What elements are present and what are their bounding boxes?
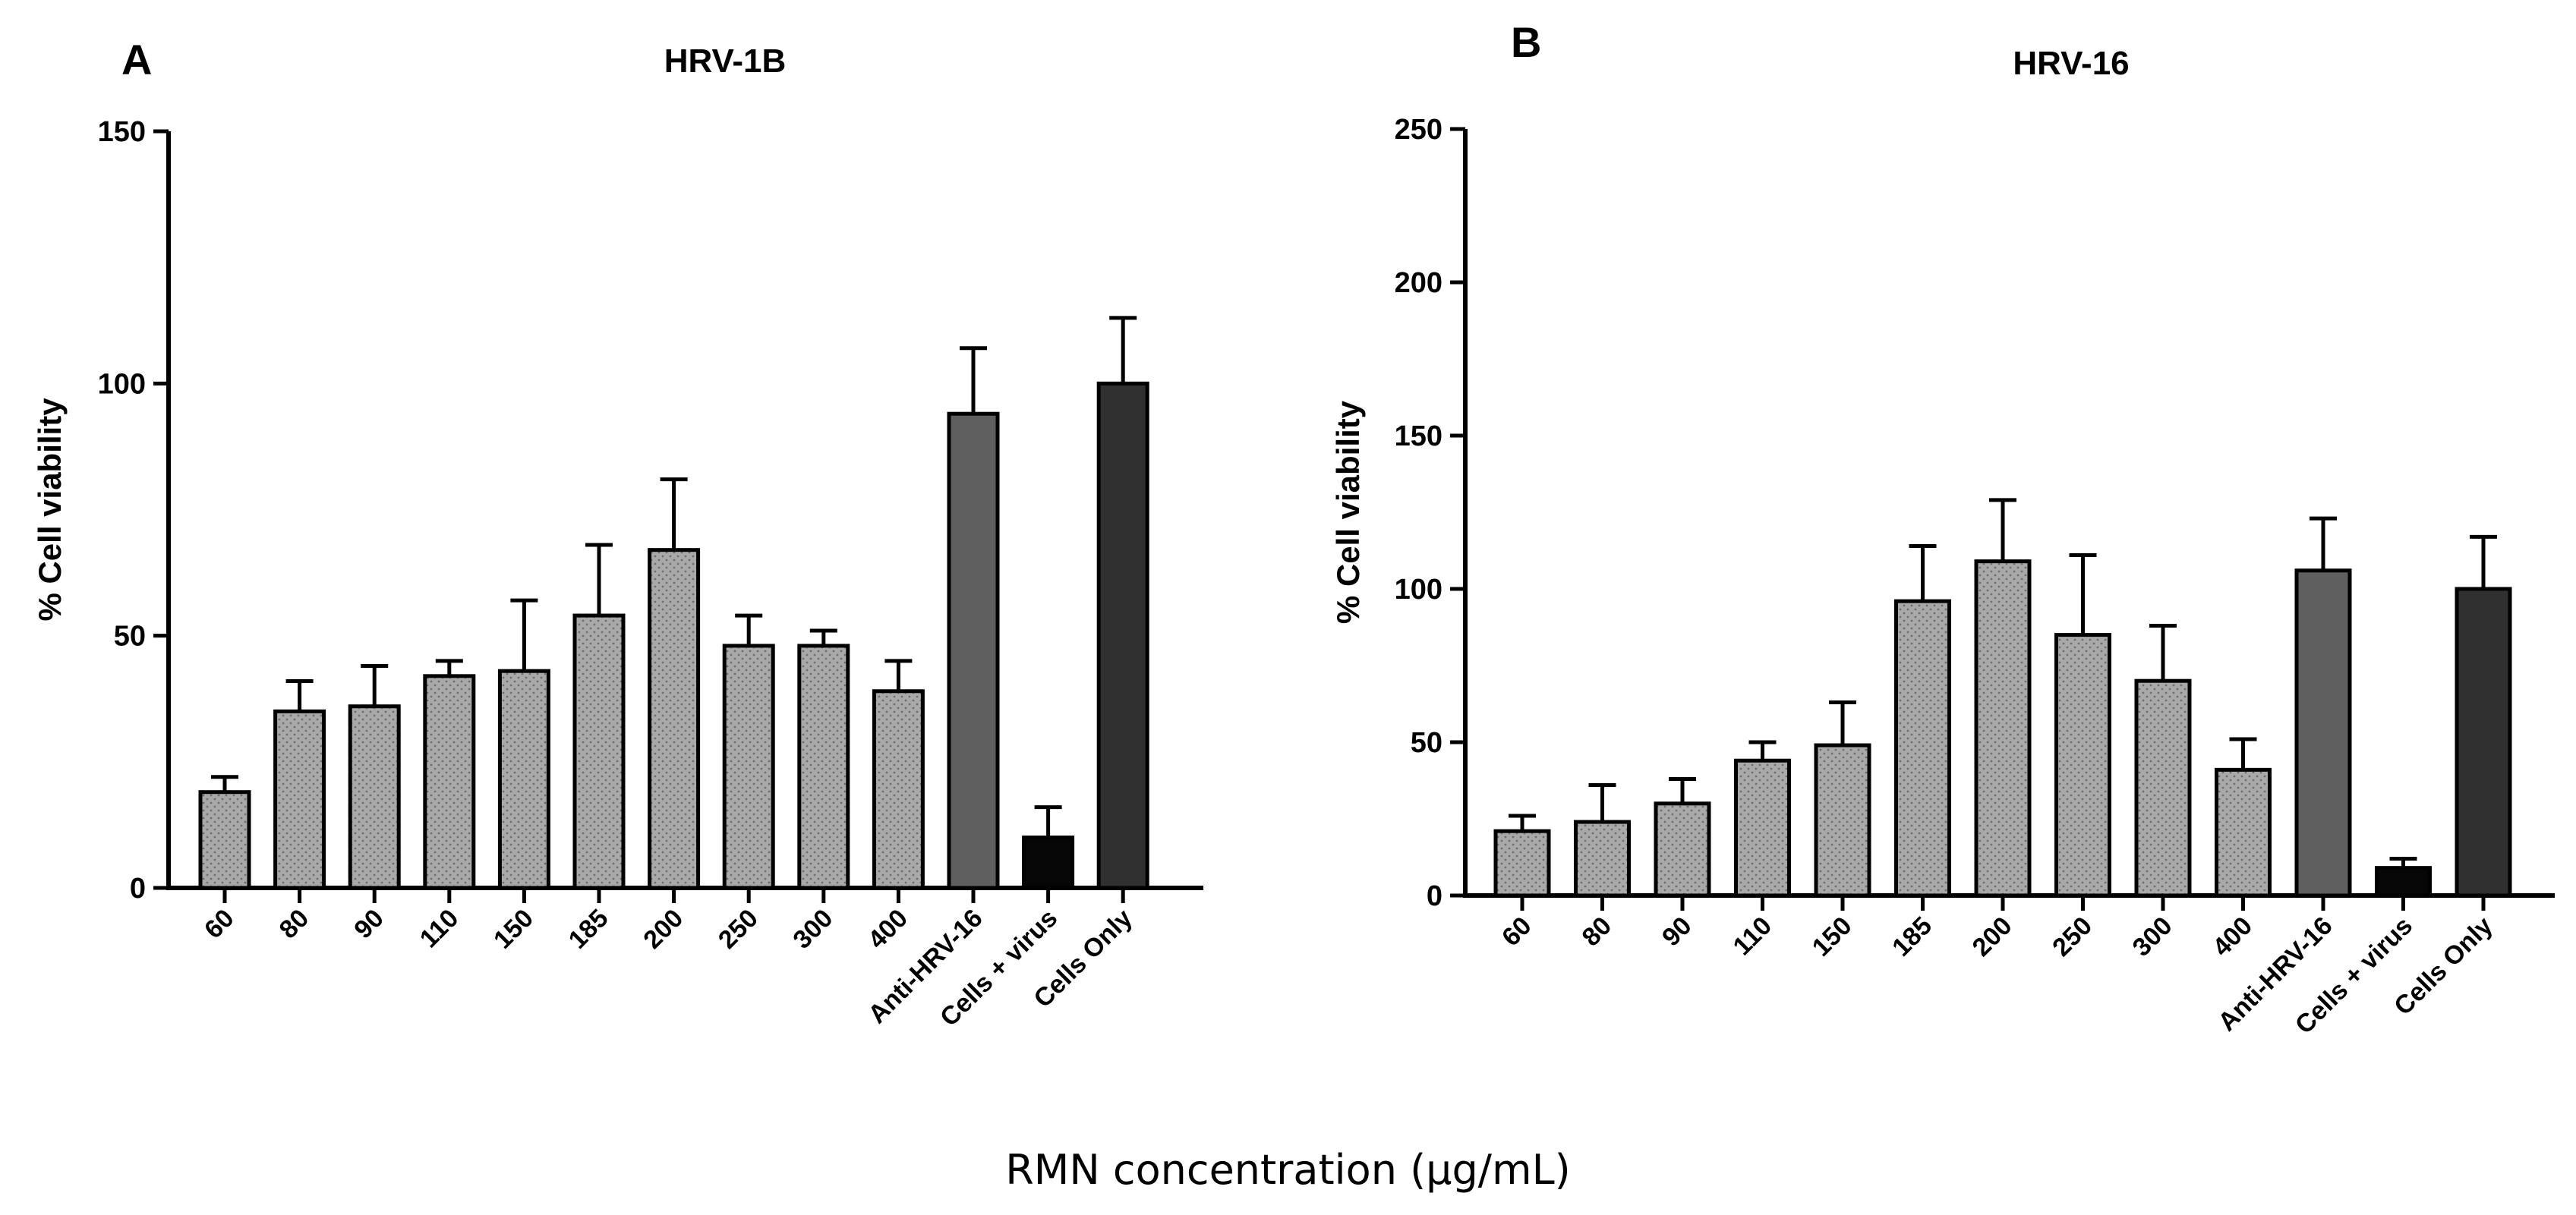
shared-x-axis-label: RMN concentration (µg/mL) <box>1005 1146 1571 1194</box>
x-tick-label: 80 <box>1577 911 1618 952</box>
y-tick-label: 100 <box>1395 574 1442 606</box>
bar <box>648 548 701 890</box>
x-tick-label: 90 <box>348 904 389 945</box>
y-tick-label: 50 <box>1411 727 1442 759</box>
x-tick-label: 90 <box>1657 911 1698 952</box>
chart-panel-b: B HRV-16 % Cell viability 0 50 100 150 200 250 60… <box>1330 18 2555 1040</box>
x-tick-label: 200 <box>638 904 689 955</box>
bar <box>497 669 550 890</box>
y-tick-label: 150 <box>1395 420 1442 452</box>
bar <box>2215 767 2272 898</box>
x-tick-label: 80 <box>274 904 315 945</box>
x-tick-label: 150 <box>1807 911 1858 962</box>
x-tick-label: 400 <box>862 904 913 955</box>
x-tick-label: 200 <box>1967 911 2018 962</box>
bar <box>1894 599 1951 898</box>
panel-label: B <box>1511 18 1541 66</box>
bar <box>797 644 850 890</box>
y-tick-label: 100 <box>98 368 146 400</box>
bar <box>2294 568 2352 898</box>
bar <box>2375 866 2432 898</box>
x-tick-label: 60 <box>1496 911 1537 952</box>
bar <box>1814 743 1871 898</box>
x-tick-label: 400 <box>2207 911 2258 962</box>
x-tick-label: 185 <box>563 904 614 955</box>
bar <box>1574 820 1631 898</box>
bar <box>722 644 775 890</box>
y-axis-label: % Cell viability <box>1330 400 1366 624</box>
bar <box>947 411 1000 890</box>
x-tick-label: 300 <box>787 904 838 955</box>
y-tick-label: 0 <box>130 873 146 905</box>
bar <box>2455 587 2512 898</box>
panel-label: A <box>121 36 152 83</box>
y-tick-label: 200 <box>1395 267 1442 299</box>
bar <box>1493 829 1551 898</box>
bar <box>423 674 476 890</box>
y-axis-label: % Cell viability <box>32 398 68 622</box>
x-tick-label: 110 <box>1727 911 1777 962</box>
x-tick-label: 60 <box>199 904 240 945</box>
bar <box>2134 678 2192 898</box>
y-tick-label: 150 <box>98 116 146 148</box>
y-tick-label: 250 <box>1395 114 1442 146</box>
chart-title: HRV-16 <box>2013 45 2129 82</box>
bar <box>872 689 925 890</box>
y-tick-label: 50 <box>114 621 146 653</box>
chart-title: HRV-1B <box>664 42 787 80</box>
x-tick-label: 150 <box>488 904 539 955</box>
y-tick-label: 0 <box>1427 880 1442 912</box>
x-tick-label: 300 <box>2127 911 2178 962</box>
bar <box>2054 633 2111 898</box>
bar <box>1974 559 2032 898</box>
bar <box>1654 801 1711 898</box>
bar <box>198 790 251 890</box>
bar <box>572 613 626 890</box>
bar <box>348 704 401 890</box>
bar <box>1022 836 1075 890</box>
bar <box>1096 381 1149 890</box>
x-tick-label: 250 <box>2047 911 2098 962</box>
chart-panel-a: A HRV-1B % Cell viability 0 50 100 150 60 80 90 11… <box>32 36 1203 1032</box>
bar <box>273 709 326 890</box>
x-tick-label: 185 <box>1887 911 1938 962</box>
x-tick-label: 110 <box>415 904 465 954</box>
bar <box>1734 758 1791 898</box>
x-tick-label: 250 <box>713 904 764 955</box>
